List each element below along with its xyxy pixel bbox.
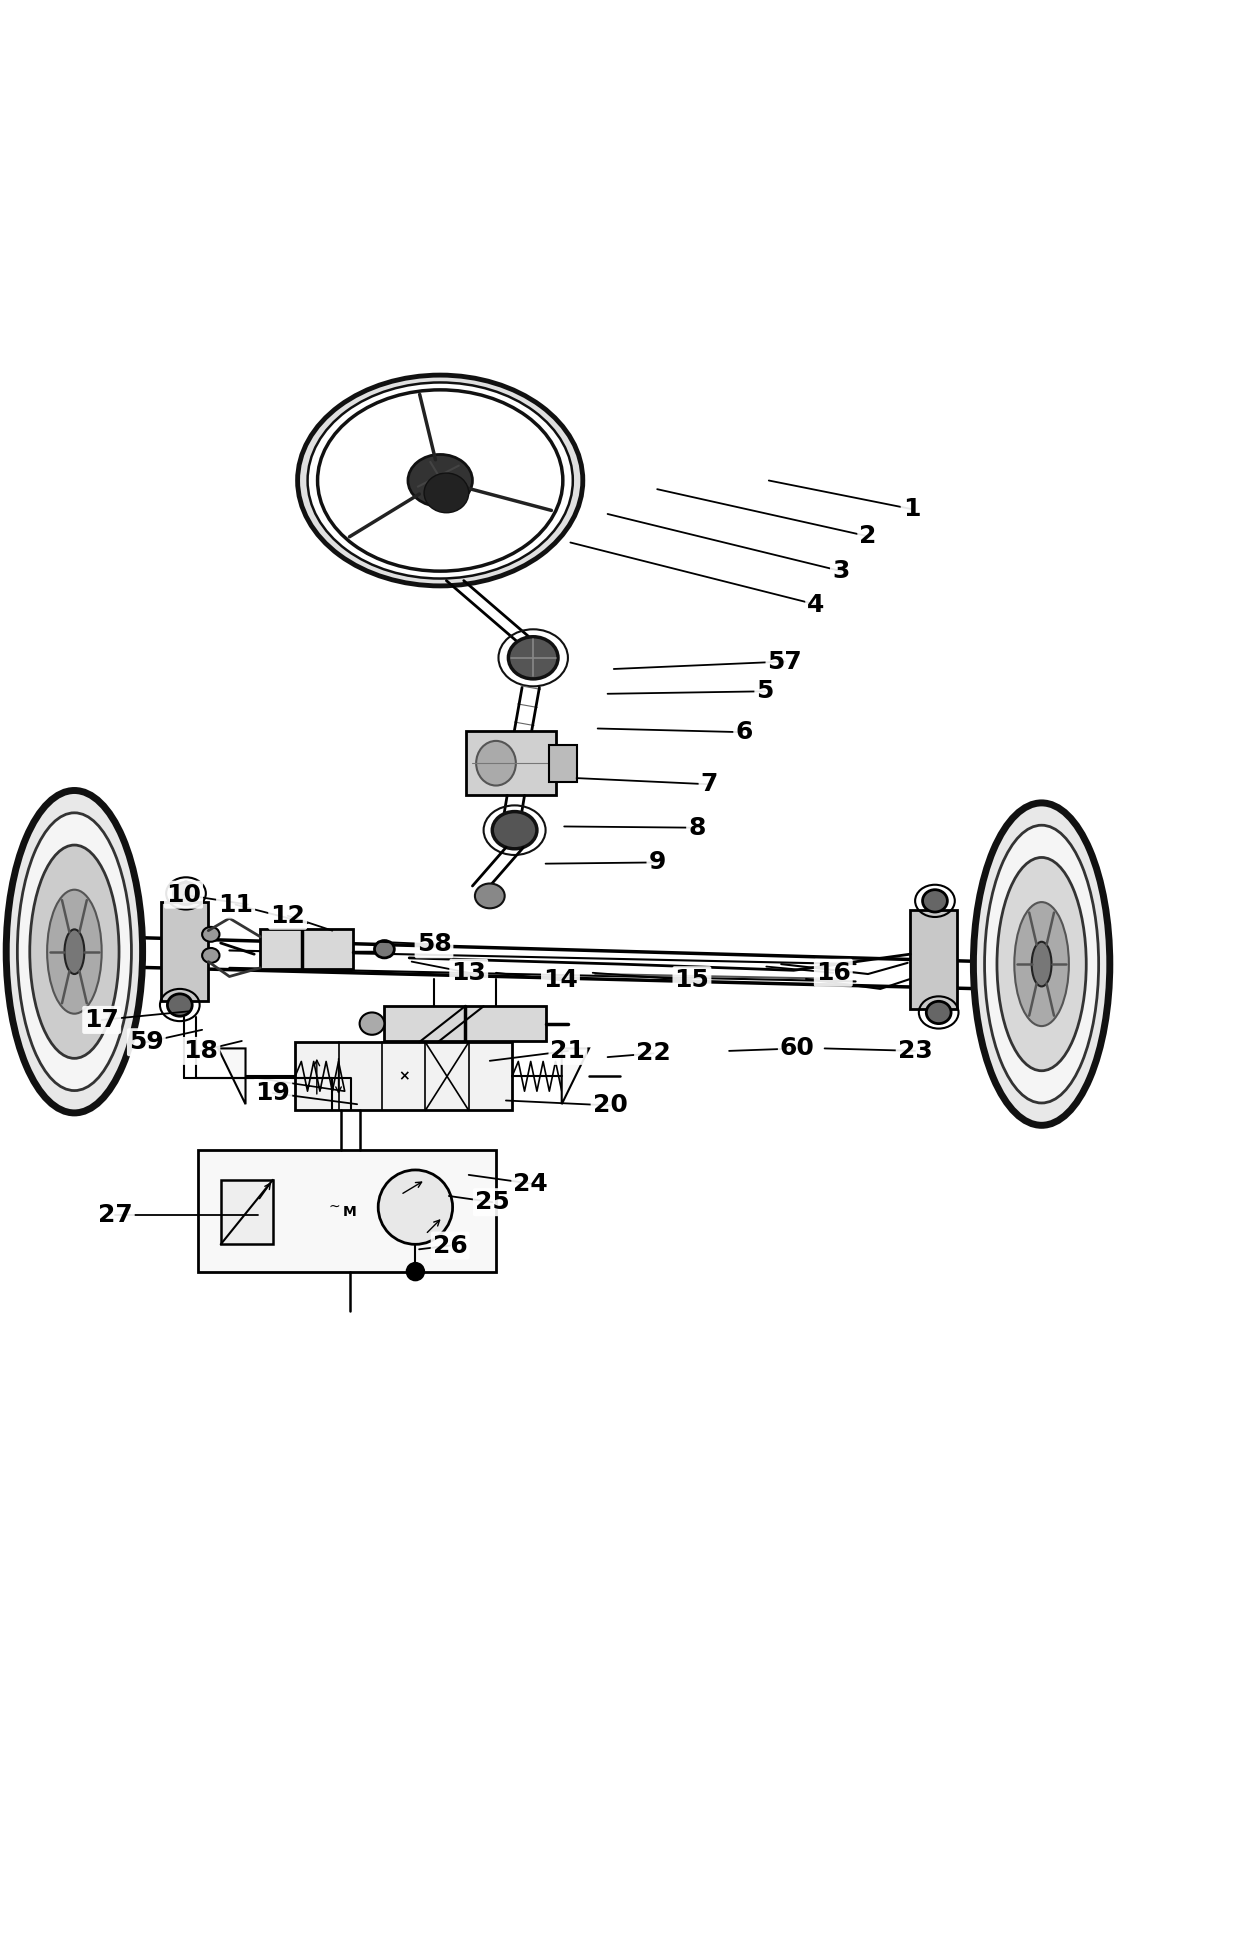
Ellipse shape <box>167 994 192 1016</box>
Bar <box>466 730 556 795</box>
Text: 19: 19 <box>255 1082 290 1105</box>
Text: 15: 15 <box>675 969 709 992</box>
Ellipse shape <box>174 883 198 904</box>
Text: ×: × <box>398 1070 409 1084</box>
Text: 24: 24 <box>513 1172 548 1195</box>
Text: 26: 26 <box>433 1234 467 1258</box>
Bar <box>549 744 577 781</box>
Ellipse shape <box>64 930 84 975</box>
Text: 57: 57 <box>768 650 802 674</box>
Text: 4: 4 <box>807 592 825 617</box>
Text: 8: 8 <box>688 816 706 840</box>
Text: 6: 6 <box>735 721 753 744</box>
Bar <box>295 1043 512 1111</box>
Text: 3: 3 <box>832 559 849 584</box>
Text: 7: 7 <box>701 771 718 797</box>
Ellipse shape <box>47 891 102 1014</box>
Text: M: M <box>342 1205 357 1219</box>
Text: 1: 1 <box>903 496 920 521</box>
Text: 11: 11 <box>218 893 253 916</box>
Text: 22: 22 <box>636 1041 671 1066</box>
Ellipse shape <box>374 941 394 957</box>
Polygon shape <box>562 1049 589 1103</box>
Ellipse shape <box>202 928 219 941</box>
Bar <box>260 930 353 969</box>
Ellipse shape <box>30 846 119 1059</box>
Text: 2: 2 <box>859 523 877 549</box>
Ellipse shape <box>202 947 219 963</box>
Bar <box>198 1150 496 1271</box>
Text: 23: 23 <box>898 1039 932 1062</box>
Text: 60: 60 <box>780 1037 815 1060</box>
Ellipse shape <box>997 857 1086 1070</box>
Text: ~: ~ <box>329 1201 341 1215</box>
Bar <box>910 910 957 1010</box>
Ellipse shape <box>476 740 516 785</box>
Ellipse shape <box>378 1170 453 1244</box>
Text: 16: 16 <box>816 961 851 984</box>
Text: 12: 12 <box>270 904 305 928</box>
Ellipse shape <box>360 1012 384 1035</box>
Ellipse shape <box>926 1002 951 1023</box>
Ellipse shape <box>298 375 583 586</box>
Ellipse shape <box>308 383 573 578</box>
Bar <box>161 902 208 1002</box>
Text: 5: 5 <box>756 680 774 703</box>
Text: 27: 27 <box>98 1203 133 1226</box>
Bar <box>221 1180 273 1244</box>
Text: 17: 17 <box>84 1008 119 1031</box>
Ellipse shape <box>1032 941 1052 986</box>
Text: 13: 13 <box>451 961 486 984</box>
Ellipse shape <box>407 1264 424 1281</box>
Ellipse shape <box>973 803 1110 1125</box>
Ellipse shape <box>492 812 537 850</box>
Polygon shape <box>218 1049 246 1103</box>
Ellipse shape <box>985 826 1099 1103</box>
Ellipse shape <box>508 637 558 680</box>
Text: 10: 10 <box>166 883 201 906</box>
Ellipse shape <box>408 455 472 506</box>
Text: 21: 21 <box>551 1039 585 1062</box>
Text: 20: 20 <box>593 1094 627 1117</box>
Text: 58: 58 <box>417 932 451 957</box>
Text: 18: 18 <box>184 1039 218 1062</box>
Ellipse shape <box>424 473 469 514</box>
Text: 14: 14 <box>543 969 578 992</box>
Bar <box>384 1006 546 1041</box>
Ellipse shape <box>6 791 143 1113</box>
Text: 59: 59 <box>129 1031 164 1055</box>
Ellipse shape <box>475 883 505 908</box>
Ellipse shape <box>17 812 131 1090</box>
Ellipse shape <box>1014 902 1069 1025</box>
Text: 9: 9 <box>649 850 666 875</box>
Ellipse shape <box>923 891 947 912</box>
Text: 25: 25 <box>475 1189 510 1215</box>
